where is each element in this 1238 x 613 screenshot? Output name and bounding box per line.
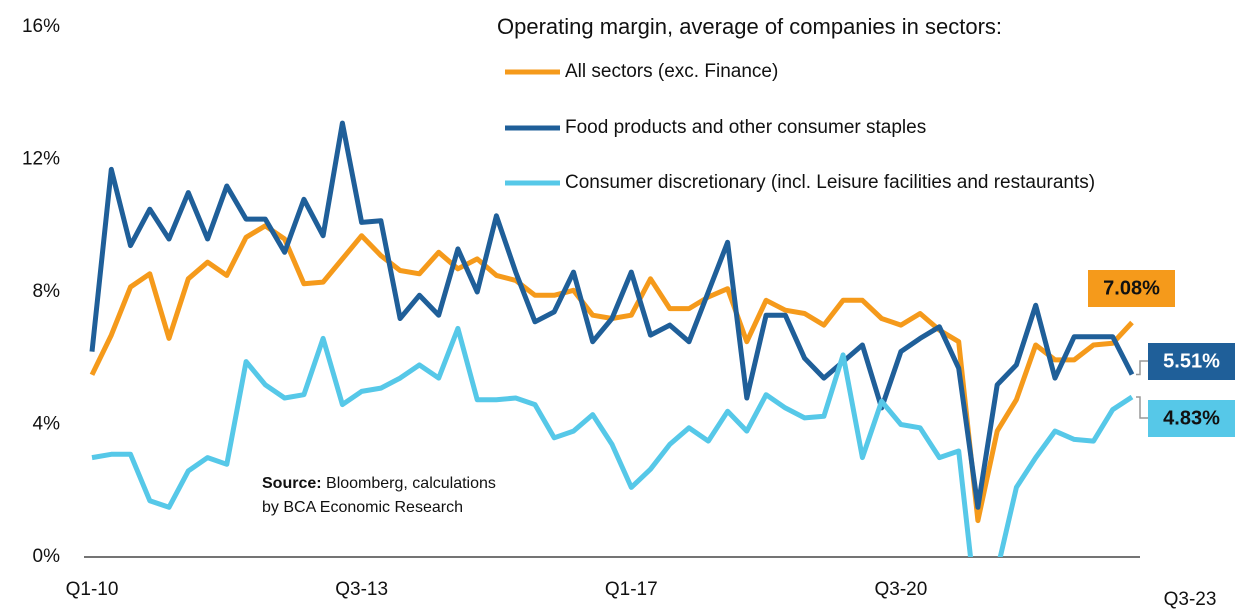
y-tick-label: 16%	[22, 16, 60, 37]
x-tick-label: Q1-10	[66, 579, 119, 600]
value-label-box	[1148, 400, 1235, 437]
value-label: 7.08%	[1103, 277, 1160, 299]
series-line	[89, 120, 1135, 510]
source-line: by BCA Economic Research	[262, 499, 463, 516]
legend-label: Food products and other consumer staples	[565, 117, 926, 138]
legend-label: All sectors (exc. Finance)	[565, 61, 778, 82]
x-tick-label: Q3-23	[1164, 589, 1217, 610]
x-tick-label: Q1-17	[605, 579, 658, 600]
value-label: 5.51%	[1163, 350, 1220, 372]
y-tick-label: 12%	[22, 149, 60, 170]
x-tick-label: Q3-20	[874, 579, 927, 600]
value-label-box	[1088, 270, 1175, 307]
source-line: Bloomberg, calculations	[326, 475, 496, 492]
x-tick-label: Q3-13	[335, 579, 388, 600]
y-tick-label: 0%	[33, 546, 61, 567]
label-connector	[1136, 396, 1148, 419]
y-tick-label: 8%	[33, 281, 61, 302]
value-label-box	[1148, 343, 1235, 380]
plot-area	[89, 120, 1135, 557]
legend-label: Consumer discretionary (incl. Leisure fa…	[565, 172, 1095, 193]
source-label: Source:	[262, 475, 322, 492]
label-connector	[1136, 360, 1148, 376]
legend-title: Operating margin, average of companies i…	[497, 14, 1002, 39]
series-line	[91, 325, 1134, 557]
y-tick-label: 4%	[33, 414, 61, 435]
source-note: Source: Bloomberg, calculations	[262, 475, 496, 492]
value-label: 4.83%	[1163, 407, 1220, 429]
